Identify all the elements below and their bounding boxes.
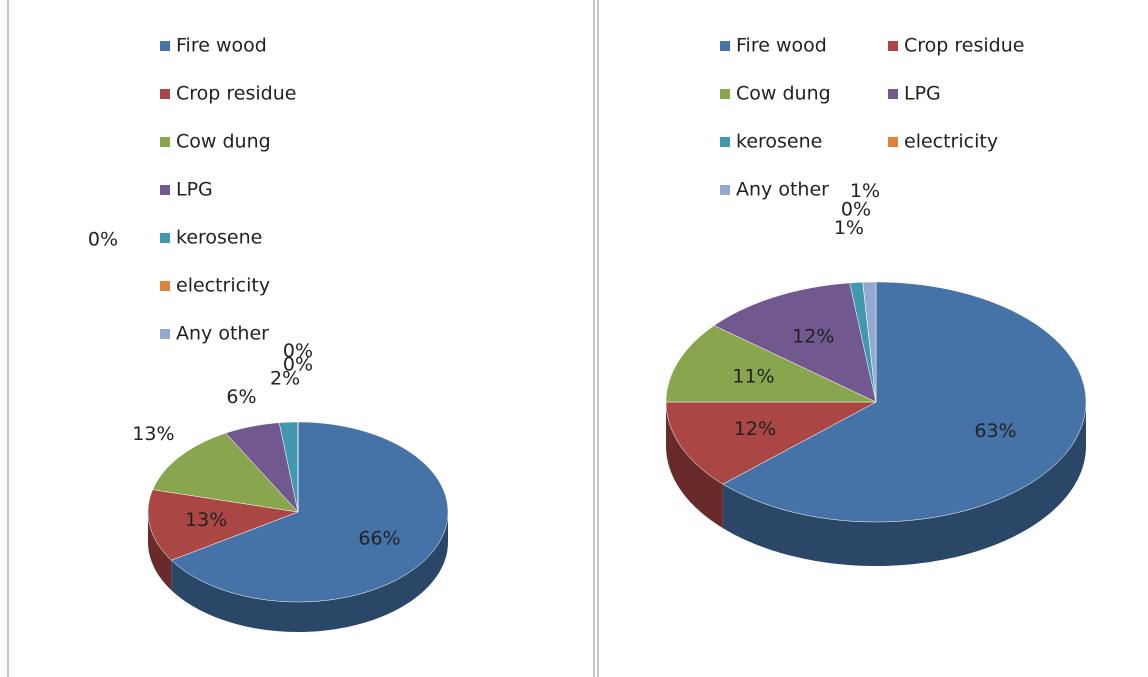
pie-side — [171, 512, 448, 632]
data-label: 12% — [792, 325, 834, 347]
pie-slice — [225, 422, 299, 513]
legend-label: Any other — [736, 179, 829, 201]
legend-swatch — [160, 329, 170, 339]
legend-label: kerosene — [736, 131, 822, 153]
legend-swatch — [888, 137, 898, 147]
legend-swatch — [888, 89, 898, 99]
data-label: 12% — [734, 418, 776, 440]
pie-slice — [862, 281, 877, 403]
legend-swatch — [888, 41, 898, 51]
pie-side — [722, 402, 1086, 566]
data-label: 63% — [974, 420, 1016, 442]
legend-swatch — [720, 185, 730, 195]
pie-slice — [170, 421, 449, 603]
legend-label: Crop residue — [904, 35, 1024, 57]
legend-swatch — [160, 233, 170, 243]
annotation: 0% — [88, 229, 118, 251]
legend-swatch — [720, 137, 730, 147]
data-label: 2% — [270, 367, 300, 389]
data-label: 0% — [283, 354, 313, 376]
legend-label: Any other — [176, 323, 269, 345]
legend-label: Crop residue — [176, 83, 296, 105]
legend-label: Cow dung — [176, 131, 271, 153]
legend-label: kerosene — [176, 227, 262, 249]
data-label: 1% — [850, 180, 880, 202]
data-label: 0% — [283, 340, 313, 362]
pie-slice — [722, 281, 1087, 523]
data-label: 6% — [226, 386, 256, 408]
legend-swatch — [160, 41, 170, 51]
data-label: 13% — [185, 509, 227, 531]
legend-swatch — [720, 89, 730, 99]
data-label: 1% — [834, 217, 864, 239]
legend-label: Cow dung — [736, 83, 831, 105]
legend-label: Fire wood — [176, 35, 267, 57]
legend-swatch — [160, 89, 170, 99]
legend-label: electricity — [904, 131, 998, 153]
data-label: 66% — [358, 527, 400, 549]
legend-swatch — [160, 185, 170, 195]
legend-label: electricity — [176, 275, 270, 297]
legend-swatch — [160, 137, 170, 147]
data-label: 13% — [132, 423, 174, 445]
pie-slice — [665, 325, 877, 403]
legend-label: Fire wood — [736, 35, 827, 57]
pie-slice — [278, 421, 299, 513]
data-label: 0% — [841, 198, 871, 220]
legend-label: LPG — [904, 83, 941, 105]
pie-slice — [713, 282, 877, 403]
pie-slice — [147, 489, 299, 561]
legend-swatch — [160, 281, 170, 291]
pie-slice — [665, 401, 877, 485]
pie-side — [666, 402, 723, 529]
data-label: 11% — [732, 365, 774, 387]
legend-label: LPG — [176, 179, 213, 201]
pie-slice — [152, 432, 299, 513]
pie-side — [148, 512, 172, 591]
legend-swatch — [720, 41, 730, 51]
